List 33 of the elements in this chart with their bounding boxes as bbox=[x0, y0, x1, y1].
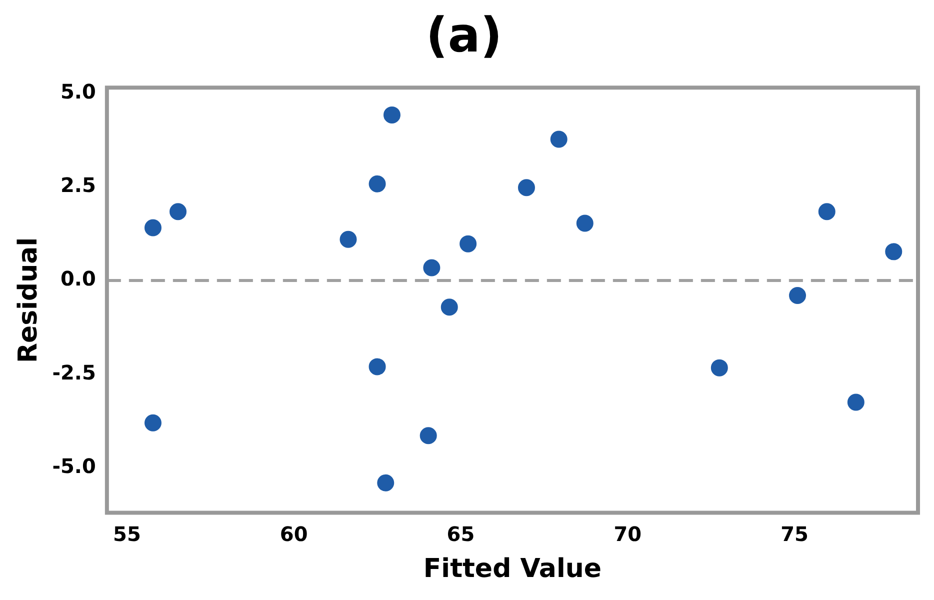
point bbox=[518, 179, 535, 196]
point bbox=[377, 474, 394, 492]
y-tick-label: 0.0 bbox=[60, 266, 96, 291]
point bbox=[144, 414, 162, 432]
point bbox=[383, 106, 400, 124]
point bbox=[440, 298, 458, 316]
point bbox=[847, 394, 864, 411]
y-tick-label: -5.0 bbox=[52, 454, 96, 478]
point bbox=[460, 235, 477, 252]
point bbox=[550, 130, 568, 148]
point bbox=[170, 203, 187, 220]
x-tick-label: 55 bbox=[113, 522, 141, 546]
y-tick-label: 2.5 bbox=[60, 173, 96, 198]
x-tick-label: 65 bbox=[446, 522, 475, 546]
point bbox=[576, 214, 594, 232]
x-tick-label: 60 bbox=[280, 522, 308, 546]
y-axis-title: Residual bbox=[13, 237, 44, 364]
point bbox=[368, 358, 386, 376]
point bbox=[144, 219, 162, 236]
point bbox=[368, 175, 386, 192]
y-tick-label: -2.5 bbox=[52, 360, 96, 384]
chart-title: (a) bbox=[426, 7, 502, 64]
y-tick-label: 5.0 bbox=[60, 79, 96, 104]
point bbox=[789, 287, 806, 304]
point bbox=[885, 243, 902, 260]
point bbox=[423, 259, 440, 276]
point bbox=[818, 203, 836, 220]
x-tick-label: 70 bbox=[614, 522, 642, 546]
x-tick-label: 75 bbox=[780, 522, 808, 546]
x-axis-title: Fitted Value bbox=[423, 554, 602, 584]
point bbox=[710, 359, 728, 376]
point bbox=[340, 230, 357, 248]
point bbox=[420, 427, 437, 444]
